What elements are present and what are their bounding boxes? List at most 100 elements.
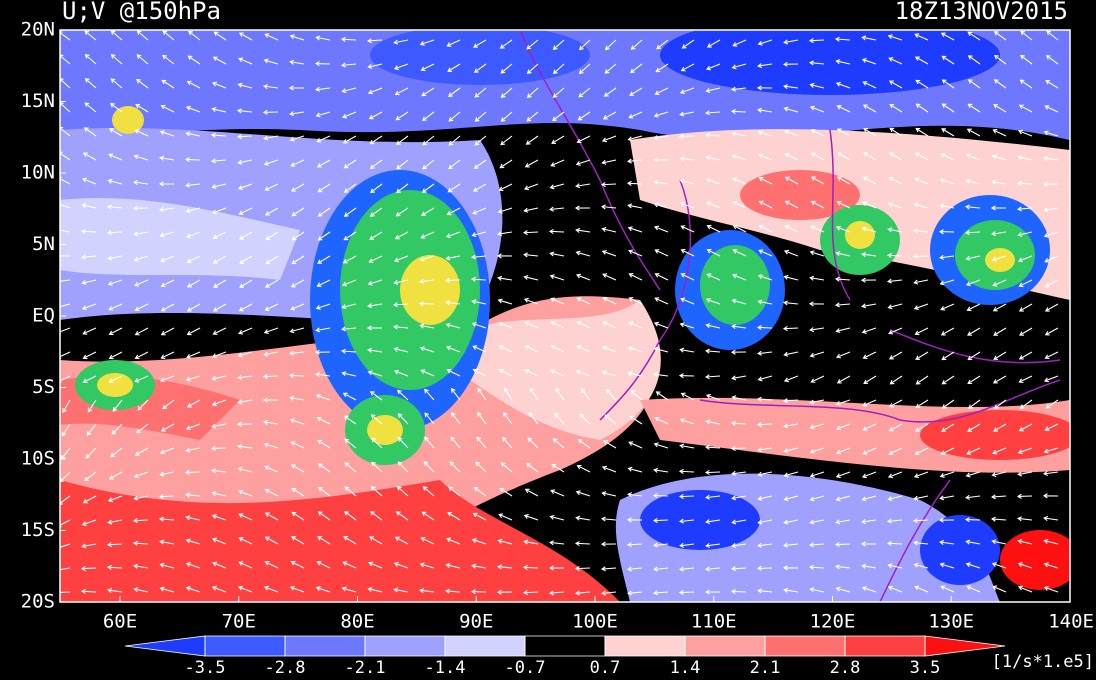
convection bbox=[75, 106, 1050, 465]
wind-arrow bbox=[938, 229, 955, 235]
wind-arrow bbox=[447, 87, 461, 98]
wind-arrow bbox=[654, 272, 669, 281]
wind-arrow bbox=[445, 563, 461, 569]
wind-arrow bbox=[110, 30, 123, 41]
wind-arrow bbox=[887, 201, 903, 209]
wind-arrow bbox=[420, 231, 435, 239]
wind-arrow bbox=[550, 344, 565, 353]
wind-arrow bbox=[627, 135, 643, 142]
wind-arrow bbox=[476, 436, 487, 449]
wind-arrow bbox=[135, 104, 149, 113]
wind-arrow bbox=[993, 54, 1007, 65]
wind-arrow bbox=[731, 298, 747, 305]
region-neg-strong bbox=[920, 515, 1000, 585]
wind-arrow bbox=[107, 178, 123, 185]
wind-arrow bbox=[61, 423, 71, 437]
wind-arrow bbox=[967, 55, 981, 65]
wind-arrow bbox=[420, 537, 435, 545]
wind-arrow bbox=[420, 369, 435, 377]
wind-arrow bbox=[367, 370, 383, 377]
wind-arrow bbox=[627, 492, 643, 498]
wind-arrow bbox=[84, 30, 97, 41]
wind-arrow bbox=[159, 471, 175, 477]
wind-arrow bbox=[783, 39, 799, 45]
wind-arrow bbox=[706, 39, 721, 48]
wind-arrow bbox=[80, 566, 97, 572]
wind-arrow bbox=[967, 31, 981, 41]
wind-arrow bbox=[1018, 303, 1033, 312]
wind-arrow bbox=[757, 130, 773, 137]
wind-arrow bbox=[604, 63, 617, 74]
wind-arrow bbox=[369, 135, 383, 145]
wind-arrow bbox=[159, 231, 175, 238]
wind-arrow bbox=[602, 273, 617, 281]
colorbar-label: -0.7 bbox=[505, 658, 546, 678]
wind-arrow bbox=[679, 87, 695, 95]
wind-arrow bbox=[498, 368, 513, 377]
wind-arrow bbox=[834, 276, 851, 282]
wind-arrow bbox=[393, 369, 409, 377]
wind-arrow bbox=[576, 464, 591, 473]
wind-arrow bbox=[837, 152, 851, 161]
lat-label: 20S bbox=[21, 591, 55, 613]
wind-arrow bbox=[783, 542, 799, 548]
wind-arrow bbox=[1018, 351, 1033, 360]
wind-arrow bbox=[289, 59, 305, 65]
wind-arrow bbox=[627, 566, 643, 572]
wind-arrow bbox=[186, 279, 201, 288]
wind-arrow bbox=[526, 111, 539, 122]
wind-arrow bbox=[500, 462, 513, 473]
wind-arrow bbox=[705, 87, 721, 93]
wind-arrow bbox=[264, 279, 279, 288]
wind-arrow bbox=[914, 177, 929, 185]
wind-arrow bbox=[1018, 423, 1033, 432]
region-neg-strong bbox=[640, 490, 760, 550]
wind-arrow bbox=[524, 488, 539, 497]
wind-arrow bbox=[448, 135, 461, 146]
wind-arrow bbox=[317, 463, 331, 473]
wind-arrow bbox=[371, 437, 383, 449]
wind-arrow bbox=[939, 254, 955, 260]
wind-arrow bbox=[1044, 303, 1059, 312]
wind-arrow bbox=[731, 543, 747, 549]
wind-arrow bbox=[211, 207, 227, 215]
wind-arrow bbox=[81, 519, 97, 526]
region-neg-strong bbox=[370, 30, 590, 85]
wind-arrow bbox=[835, 495, 851, 502]
wind-arrow bbox=[629, 415, 643, 425]
wind-arrow bbox=[343, 231, 357, 241]
wind-arrow bbox=[81, 543, 97, 549]
wind-arrow bbox=[343, 536, 357, 545]
wind-arrow bbox=[783, 375, 799, 383]
wind-arrow bbox=[185, 492, 201, 498]
wind-arrow bbox=[82, 351, 97, 360]
wind-arrow bbox=[601, 227, 617, 233]
wind-arrow bbox=[289, 135, 305, 142]
wind-arrow bbox=[185, 562, 201, 569]
wind-arrow bbox=[732, 224, 747, 233]
wind-arrow bbox=[860, 277, 877, 283]
wind-arrow bbox=[706, 273, 721, 281]
wind-arrow bbox=[392, 302, 409, 308]
wind-arrow bbox=[134, 303, 149, 312]
wind-arrow bbox=[340, 36, 357, 42]
wind-arrow bbox=[369, 183, 383, 194]
wind-arrow bbox=[264, 488, 279, 497]
wind-arrow bbox=[60, 279, 71, 283]
wind-arrow bbox=[993, 79, 1007, 89]
wind-arrow bbox=[861, 495, 877, 502]
wind-arrow bbox=[757, 63, 773, 69]
wind-arrow bbox=[529, 387, 539, 401]
wind-arrow bbox=[497, 298, 513, 305]
wind-arrow bbox=[185, 538, 201, 545]
wind-arrow bbox=[1017, 516, 1033, 522]
wind-arrow bbox=[835, 447, 851, 455]
wind-arrow bbox=[888, 80, 903, 89]
region-pos-strong bbox=[1000, 530, 1070, 590]
wind-arrow bbox=[159, 207, 175, 213]
wind-arrow bbox=[395, 111, 409, 121]
wind-arrow bbox=[471, 563, 487, 569]
wind-arrow bbox=[211, 423, 227, 429]
wind-arrow bbox=[575, 250, 591, 257]
wind-arrow bbox=[602, 440, 617, 449]
